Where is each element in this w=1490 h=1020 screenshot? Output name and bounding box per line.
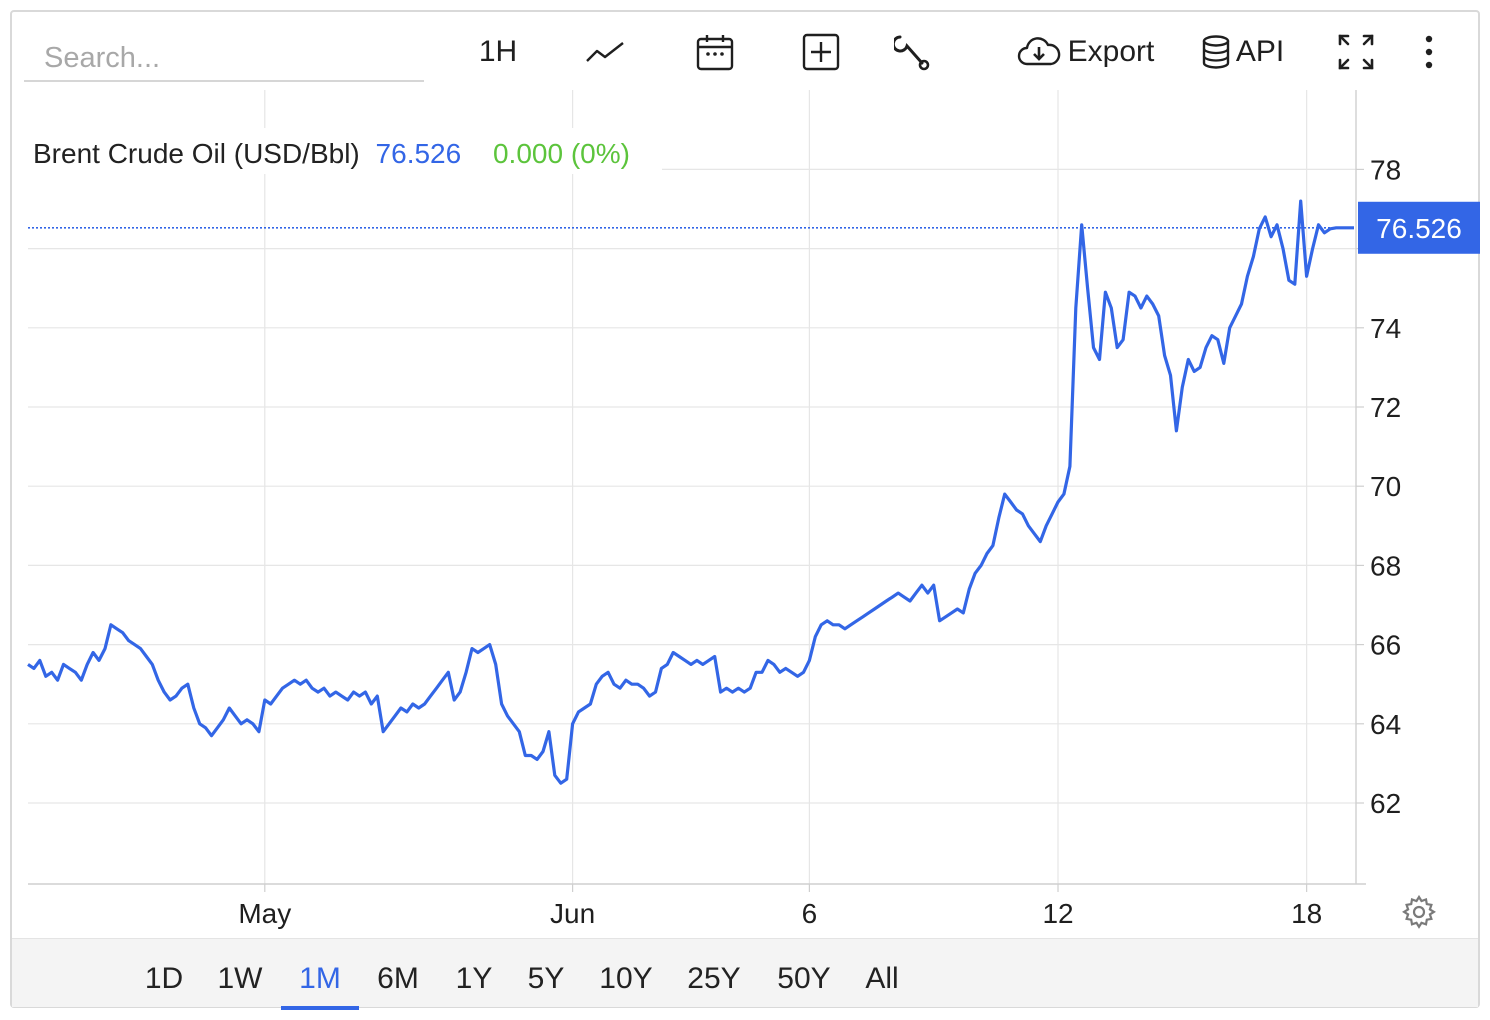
calendar-icon — [696, 35, 734, 71]
range-button-1w[interactable]: 1W — [217, 962, 263, 995]
settings-tools-button[interactable] — [890, 24, 934, 80]
price-series-line — [27, 199, 1354, 785]
range-selector-bar — [12, 938, 1478, 1007]
y-tick-label: 68 — [1370, 550, 1401, 581]
last-price-label: 76.526 — [1376, 213, 1462, 244]
range-button-5y[interactable]: 5Y — [527, 962, 565, 995]
export-label: Export — [1067, 35, 1155, 68]
more-options-button[interactable] — [1414, 24, 1444, 80]
legend-series-name: Brent Crude Oil (USD/Bbl) — [33, 138, 360, 169]
y-tick-label: 62 — [1370, 788, 1401, 819]
add-indicator-icon — [802, 33, 840, 71]
x-tick-label: 18 — [1291, 898, 1322, 929]
legend-title: Brent Crude Oil (USD/Bbl) 76.526 0.000 (… — [33, 138, 630, 169]
date-range-button[interactable] — [690, 24, 740, 80]
range-button-1d[interactable]: 1D — [144, 962, 184, 995]
y-tick-label: 78 — [1370, 154, 1401, 185]
y-tick-label: 72 — [1370, 392, 1401, 423]
last-price-badge — [1358, 201, 1480, 254]
x-tick-label: 6 — [802, 898, 818, 929]
range-button-25y[interactable]: 25Y — [687, 962, 741, 995]
api-label: API — [1235, 35, 1285, 68]
chart-widget-frame — [10, 10, 1480, 1008]
y-tick-label: 64 — [1370, 709, 1401, 740]
legend-price: 76.526 — [376, 138, 462, 169]
range-button-50y[interactable]: 50Y — [777, 962, 831, 995]
search-input[interactable] — [24, 36, 424, 82]
fullscreen-button[interactable] — [1334, 24, 1378, 80]
cloud-download-icon — [1017, 37, 1060, 66]
interval-button[interactable]: 1H — [478, 35, 518, 68]
database-icon — [1202, 35, 1230, 69]
y-tick-label: 70 — [1370, 471, 1401, 502]
range-button-1m[interactable]: 1M — [281, 962, 359, 1010]
chart-type-button[interactable] — [580, 24, 630, 80]
range-button-1y[interactable]: 1Y — [455, 962, 493, 995]
api-button[interactable]: API — [1196, 24, 1288, 80]
fullscreen-icon — [1338, 34, 1374, 70]
x-axis: May Jun 6 12 18 — [238, 884, 1322, 929]
x-tick-label: Jun — [550, 898, 595, 929]
add-indicator-button[interactable] — [796, 24, 846, 80]
price-chart: 62 64 66 68 70 72 74 78 May Jun 6 12 18 76.526 Bren… — [27, 90, 1480, 929]
range-button-6m[interactable]: 6M — [377, 962, 419, 995]
line-chart-icon — [586, 42, 624, 62]
y-tick-label: 74 — [1370, 313, 1401, 344]
wrench-icon — [894, 35, 930, 71]
chart-grid — [28, 90, 1366, 885]
x-tick-label: May — [238, 898, 291, 929]
range-button-all[interactable]: All — [865, 962, 899, 995]
gear-icon[interactable] — [1402, 895, 1436, 929]
y-tick-label: 66 — [1370, 630, 1401, 661]
more-vertical-icon — [1425, 35, 1433, 69]
legend-background — [28, 128, 662, 174]
y-axis: 62 64 66 68 70 72 74 78 — [1356, 154, 1401, 819]
x-tick-label: 12 — [1042, 898, 1073, 929]
export-button[interactable]: Export — [1012, 24, 1158, 80]
range-button-10y[interactable]: 10Y — [599, 962, 653, 995]
legend-change: 0.000 (0%) — [493, 138, 630, 169]
